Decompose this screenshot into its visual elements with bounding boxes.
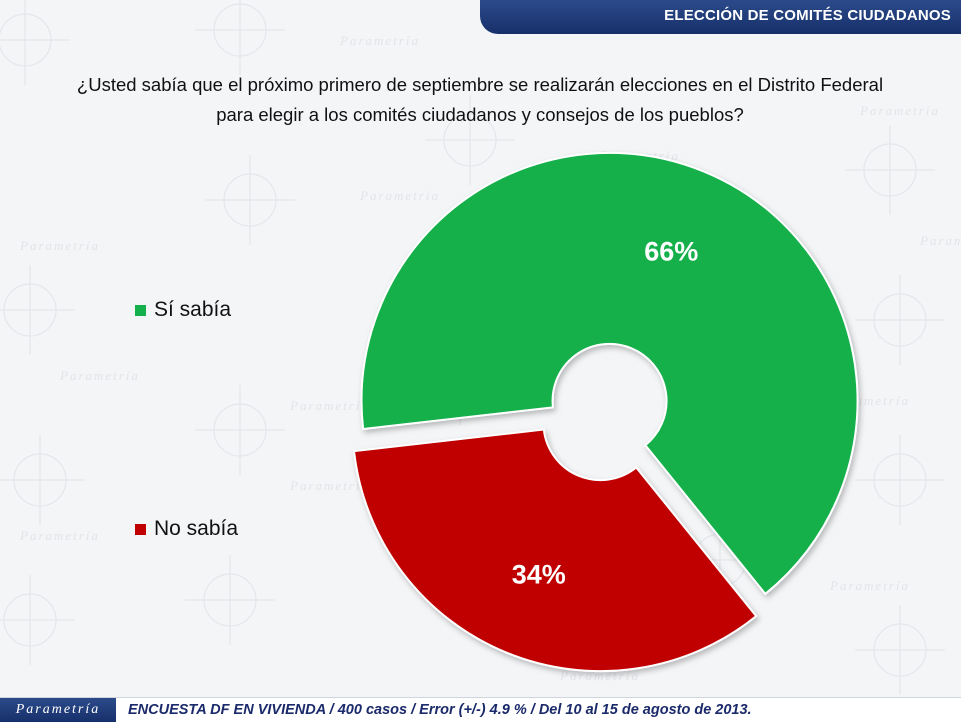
- svg-text:Parametría: Parametría: [289, 398, 370, 413]
- svg-text:Parametría: Parametría: [919, 233, 961, 248]
- footer-band: Parametría ENCUESTA DF EN VIVIENDA / 400…: [0, 697, 961, 722]
- legend-swatch-no-sabia: [135, 523, 146, 535]
- legend-item-si-sabia: Sí sabía: [135, 298, 231, 322]
- legend-label-si-sabia: Sí sabía: [154, 298, 232, 321]
- svg-text:Parametría: Parametría: [829, 578, 910, 593]
- survey-question: ¿Usted sabía que el próximo primero de s…: [20, 70, 940, 130]
- data-label-no-sabia: 34%: [512, 559, 566, 589]
- svg-text:Parametría: Parametría: [19, 238, 100, 253]
- question-line-2: para elegir a los comités ciudadanos y c…: [216, 104, 744, 125]
- footer-logo: Parametría: [0, 698, 116, 722]
- footer-survey-info: ENCUESTA DF EN VIVIENDA / 400 casos / Er…: [128, 702, 752, 718]
- svg-text:Parametría: Parametría: [289, 478, 370, 493]
- slice-no-sabia: [352, 428, 758, 673]
- svg-text:Parametría: Parametría: [339, 33, 420, 48]
- svg-text:Parametría: Parametría: [59, 368, 140, 383]
- header-band: ELECCIÓN DE COMITÉS CIUDADANOS: [480, 0, 961, 34]
- legend-item-no-sabia: No sabía: [135, 517, 238, 541]
- svg-text:Parametría: Parametría: [559, 668, 640, 683]
- slice-si-sabia: [360, 151, 859, 596]
- svg-text:Parametría: Parametría: [359, 188, 440, 203]
- legend-label-no-sabia: No sabía: [154, 517, 239, 540]
- legend-swatch-si-sabia: [135, 304, 146, 316]
- svg-text:Parametría: Parametría: [859, 103, 940, 118]
- header-title: ELECCIÓN DE COMITÉS CIUDADANOS: [664, 7, 951, 24]
- question-line-1: ¿Usted sabía que el próximo primero de s…: [76, 74, 884, 95]
- svg-text:Parametría: Parametría: [19, 528, 100, 543]
- data-label-si-sabia: 66%: [644, 237, 698, 267]
